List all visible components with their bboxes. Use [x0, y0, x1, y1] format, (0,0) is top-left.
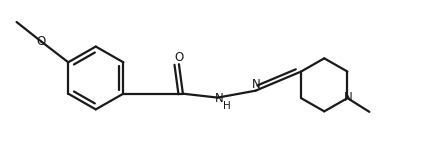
Text: H: H — [223, 101, 231, 111]
Text: O: O — [36, 35, 46, 48]
Text: N: N — [215, 92, 224, 105]
Text: O: O — [175, 51, 184, 64]
Text: N: N — [252, 78, 260, 91]
Text: N: N — [344, 91, 353, 104]
